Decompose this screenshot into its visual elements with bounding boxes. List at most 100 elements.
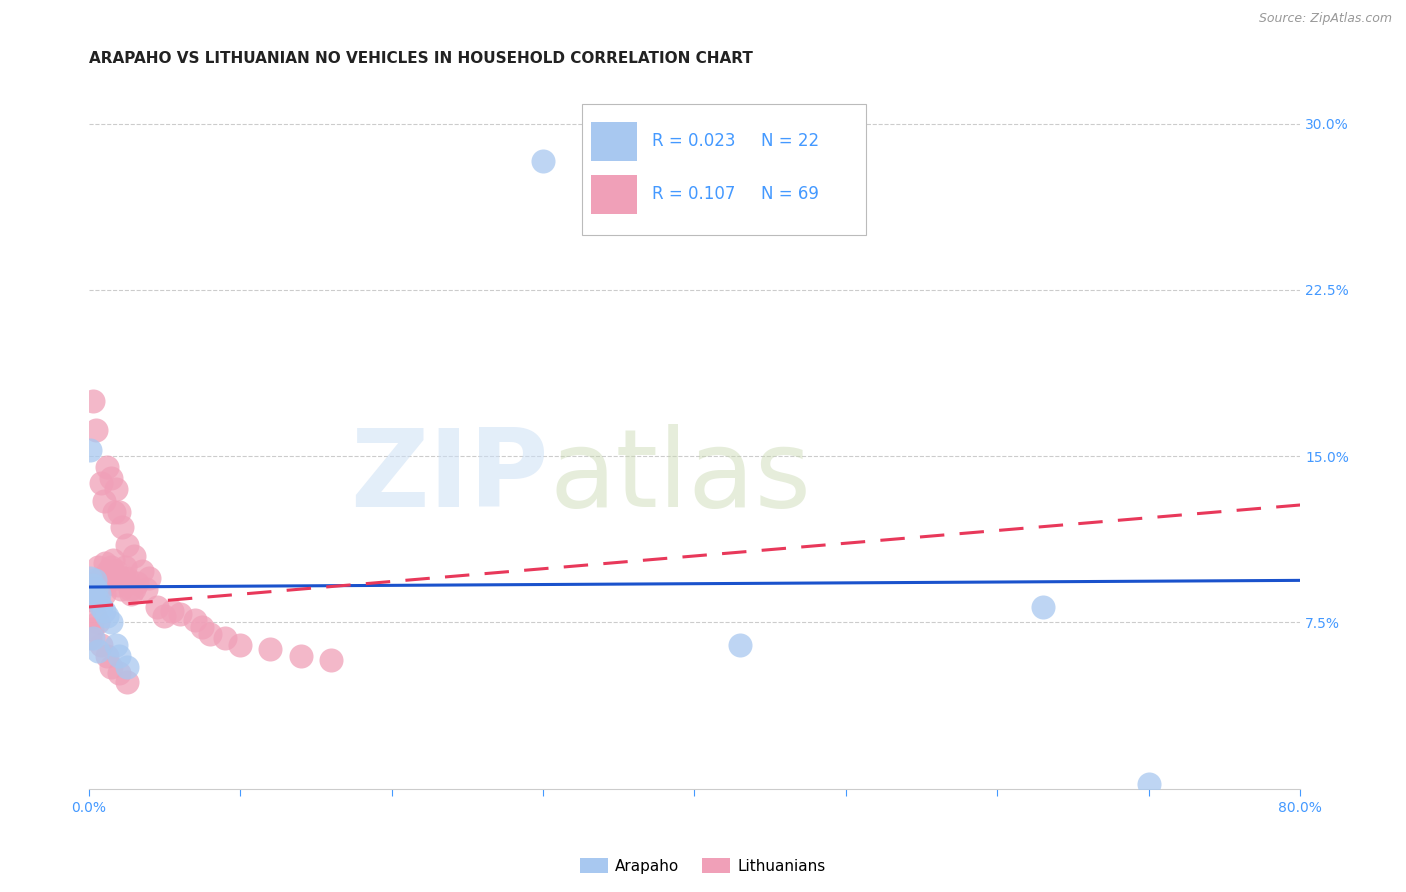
Point <box>98 574 121 588</box>
Point <box>79 587 101 601</box>
Point <box>94 556 117 570</box>
Point <box>89 587 111 601</box>
Point <box>198 626 221 640</box>
Text: N = 69: N = 69 <box>761 186 818 203</box>
Text: R = 0.107: R = 0.107 <box>652 186 735 203</box>
Point <box>108 571 131 585</box>
Point <box>82 393 104 408</box>
Point <box>319 653 342 667</box>
Point <box>87 560 110 574</box>
Point <box>89 582 111 597</box>
Point <box>728 638 751 652</box>
Text: ZIP: ZIP <box>350 424 550 530</box>
Point <box>1137 777 1160 791</box>
Point <box>115 675 138 690</box>
Point <box>79 578 101 592</box>
Point <box>259 642 281 657</box>
Point <box>90 599 112 614</box>
Point <box>90 571 112 585</box>
Point <box>146 599 169 614</box>
Point <box>80 587 103 601</box>
Point <box>101 553 124 567</box>
Point <box>80 582 103 597</box>
Point <box>79 582 101 597</box>
FancyBboxPatch shape <box>582 104 866 235</box>
Point <box>108 505 131 519</box>
Point <box>122 549 145 563</box>
Point <box>120 587 142 601</box>
Text: N = 22: N = 22 <box>761 132 820 150</box>
Point <box>153 608 176 623</box>
Point <box>90 475 112 490</box>
Point <box>122 582 145 597</box>
Point <box>91 575 114 590</box>
Point <box>105 638 128 652</box>
Point <box>214 631 236 645</box>
Point <box>115 571 138 585</box>
Point <box>115 538 138 552</box>
Point <box>90 638 112 652</box>
Point <box>114 560 136 574</box>
Text: R = 0.023: R = 0.023 <box>652 132 735 150</box>
FancyBboxPatch shape <box>592 122 637 161</box>
Point <box>87 644 110 658</box>
Point <box>1032 599 1054 614</box>
Point <box>115 660 138 674</box>
Point <box>169 607 191 621</box>
Point <box>105 565 128 579</box>
Point <box>107 578 129 592</box>
Point <box>100 471 122 485</box>
Point <box>79 631 101 645</box>
Point <box>96 460 118 475</box>
Point <box>96 608 118 623</box>
Point <box>93 493 115 508</box>
Point <box>184 613 207 627</box>
Point <box>111 520 134 534</box>
Point <box>83 591 105 606</box>
Point <box>135 582 157 597</box>
Point <box>531 154 554 169</box>
Point <box>83 608 105 623</box>
Point <box>108 648 131 663</box>
Point <box>105 483 128 497</box>
Point <box>160 604 183 618</box>
Point <box>84 423 107 437</box>
Point <box>84 578 107 592</box>
Text: Source: ZipAtlas.com: Source: ZipAtlas.com <box>1258 12 1392 25</box>
Point <box>93 578 115 592</box>
Point <box>110 582 132 597</box>
Point <box>79 571 101 585</box>
Point <box>108 666 131 681</box>
Point <box>87 615 110 630</box>
Point <box>82 578 104 592</box>
Point <box>84 589 107 603</box>
Point <box>229 638 252 652</box>
Point <box>87 593 110 607</box>
Point <box>103 505 125 519</box>
Point <box>100 560 122 574</box>
Point <box>83 580 105 594</box>
Point <box>138 571 160 585</box>
Point <box>100 615 122 630</box>
Point <box>79 442 101 457</box>
Text: ARAPAHO VS LITHUANIAN NO VEHICLES IN HOUSEHOLD CORRELATION CHART: ARAPAHO VS LITHUANIAN NO VEHICLES IN HOU… <box>89 51 752 66</box>
Point <box>112 571 135 585</box>
Point <box>80 593 103 607</box>
Point <box>82 631 104 645</box>
Point <box>82 575 104 590</box>
Point <box>191 620 214 634</box>
Point <box>82 587 104 601</box>
Point <box>93 604 115 618</box>
Legend: Arapaho, Lithuanians: Arapaho, Lithuanians <box>574 852 832 880</box>
Point <box>290 648 312 663</box>
Point <box>84 582 107 597</box>
Point <box>83 574 105 588</box>
Point <box>96 569 118 583</box>
Point <box>100 660 122 674</box>
Text: atlas: atlas <box>550 424 811 530</box>
Point <box>131 565 153 579</box>
Point <box>96 648 118 663</box>
Point <box>97 565 120 579</box>
Point <box>80 622 103 636</box>
Point <box>127 575 149 590</box>
